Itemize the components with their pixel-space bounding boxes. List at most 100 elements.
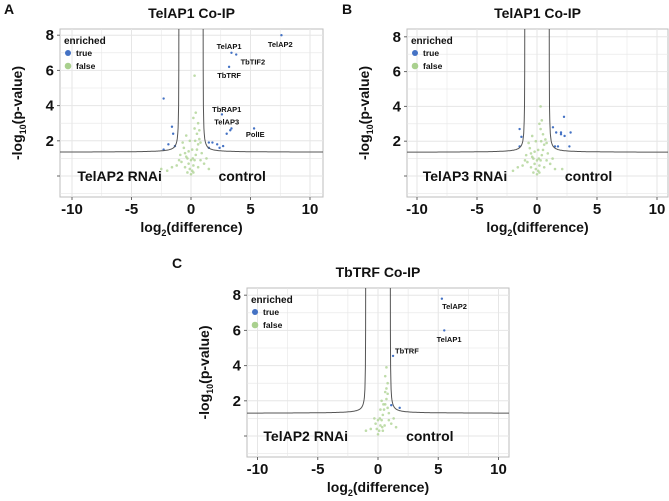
point-false (532, 171, 535, 174)
chart-title: TelAP1 Co-IP (148, 5, 235, 21)
x-tick-label: 5 (434, 461, 442, 478)
legend-true-marker (65, 50, 71, 56)
point-false (190, 148, 194, 151)
x-axis-label-sub: 2 (507, 228, 512, 238)
data-layer (407, 29, 668, 176)
x-tick-label: -10 (406, 201, 428, 218)
point-false (193, 127, 196, 130)
point-false (394, 425, 398, 429)
y-tick-label: 2 (233, 393, 241, 410)
x-axis-label-base: log (486, 219, 507, 235)
x-axis-label-rest: (difference) (353, 479, 429, 495)
point-false (175, 164, 179, 167)
y-axis-label-base: -log (356, 134, 372, 160)
point-false (375, 427, 379, 431)
point-false (177, 158, 181, 162)
point-false (383, 390, 387, 394)
panel-letter: A (4, 1, 14, 17)
point-false (199, 141, 202, 144)
point-true (555, 131, 558, 134)
point-false (545, 141, 548, 145)
point-false (383, 424, 386, 427)
point-false (539, 159, 542, 162)
point-false (193, 139, 197, 143)
panel-letter: C (172, 255, 182, 271)
legend-title: enriched (411, 36, 453, 47)
x-axis-label-rest: (difference) (512, 219, 588, 235)
point-false (383, 374, 387, 378)
y-axis-label-sub: 10 (365, 124, 375, 134)
point-false (539, 139, 543, 143)
grid (60, 29, 323, 197)
point-false (521, 164, 524, 167)
point-false (535, 159, 539, 162)
point-label: TbTRF (217, 71, 241, 80)
x-tick-label: -10 (61, 201, 83, 218)
point-false (195, 148, 199, 151)
point-false (386, 381, 389, 385)
point-false (189, 158, 193, 162)
point-false (378, 417, 382, 420)
point-false (382, 403, 385, 406)
point-true (162, 97, 165, 100)
x-axis-label-rest: (difference) (166, 219, 242, 235)
y-tick-label: 4 (46, 98, 55, 115)
point-false (379, 408, 382, 411)
point-false (193, 158, 196, 162)
point-false (180, 160, 183, 164)
point-false (553, 167, 557, 171)
region-label-right: control (218, 168, 265, 184)
point-true (235, 53, 238, 56)
point-false (536, 148, 540, 152)
point-false (170, 165, 174, 169)
y-tick-label: 2 (393, 133, 401, 150)
point-false (387, 418, 391, 422)
point-false (539, 127, 542, 131)
y-axis-label-rest: (p-value) (9, 66, 25, 124)
threshold-curve (389, 288, 509, 414)
point-false (376, 432, 380, 436)
y-axis-label-base: -log (9, 134, 25, 160)
legend-false-label: false (263, 320, 283, 330)
point-false (383, 403, 387, 406)
x-tick-label: -5 (311, 461, 324, 478)
point-false (376, 418, 380, 422)
point-false (182, 146, 186, 150)
point-false (548, 162, 552, 166)
region-label-right: control (565, 168, 612, 184)
point-true (390, 404, 393, 407)
point-false (196, 143, 200, 146)
point-label: TbRAP1 (212, 105, 241, 114)
point-true (440, 297, 444, 300)
point-false (551, 157, 554, 160)
point-false (184, 134, 188, 137)
point-label: TelAP1 (437, 335, 462, 344)
point-false (392, 417, 395, 420)
point-false (523, 159, 527, 162)
point-true (227, 65, 231, 69)
x-tick-label: 0 (374, 461, 382, 478)
panel-letter: B (342, 1, 352, 17)
point-false (165, 169, 169, 173)
point-false (528, 146, 532, 150)
point-true (229, 129, 232, 132)
point-false (545, 159, 548, 162)
point-false (188, 167, 192, 171)
point-true (170, 125, 174, 128)
region-label-left: TelAP3 RNAi (423, 168, 508, 184)
legend-false-marker (251, 321, 259, 329)
legend-false-label: false (423, 61, 443, 71)
point-false (529, 152, 533, 155)
point-false (194, 153, 198, 157)
y-tick-label: 6 (46, 62, 54, 79)
point-true (520, 135, 523, 139)
point-true (568, 145, 571, 148)
region-label-right: control (406, 428, 453, 444)
point-false (537, 157, 541, 160)
point-label: TelAP1 (217, 42, 242, 51)
y-axis-label-sub: 10 (18, 124, 28, 134)
point-true (569, 131, 572, 134)
point-false (533, 150, 536, 153)
